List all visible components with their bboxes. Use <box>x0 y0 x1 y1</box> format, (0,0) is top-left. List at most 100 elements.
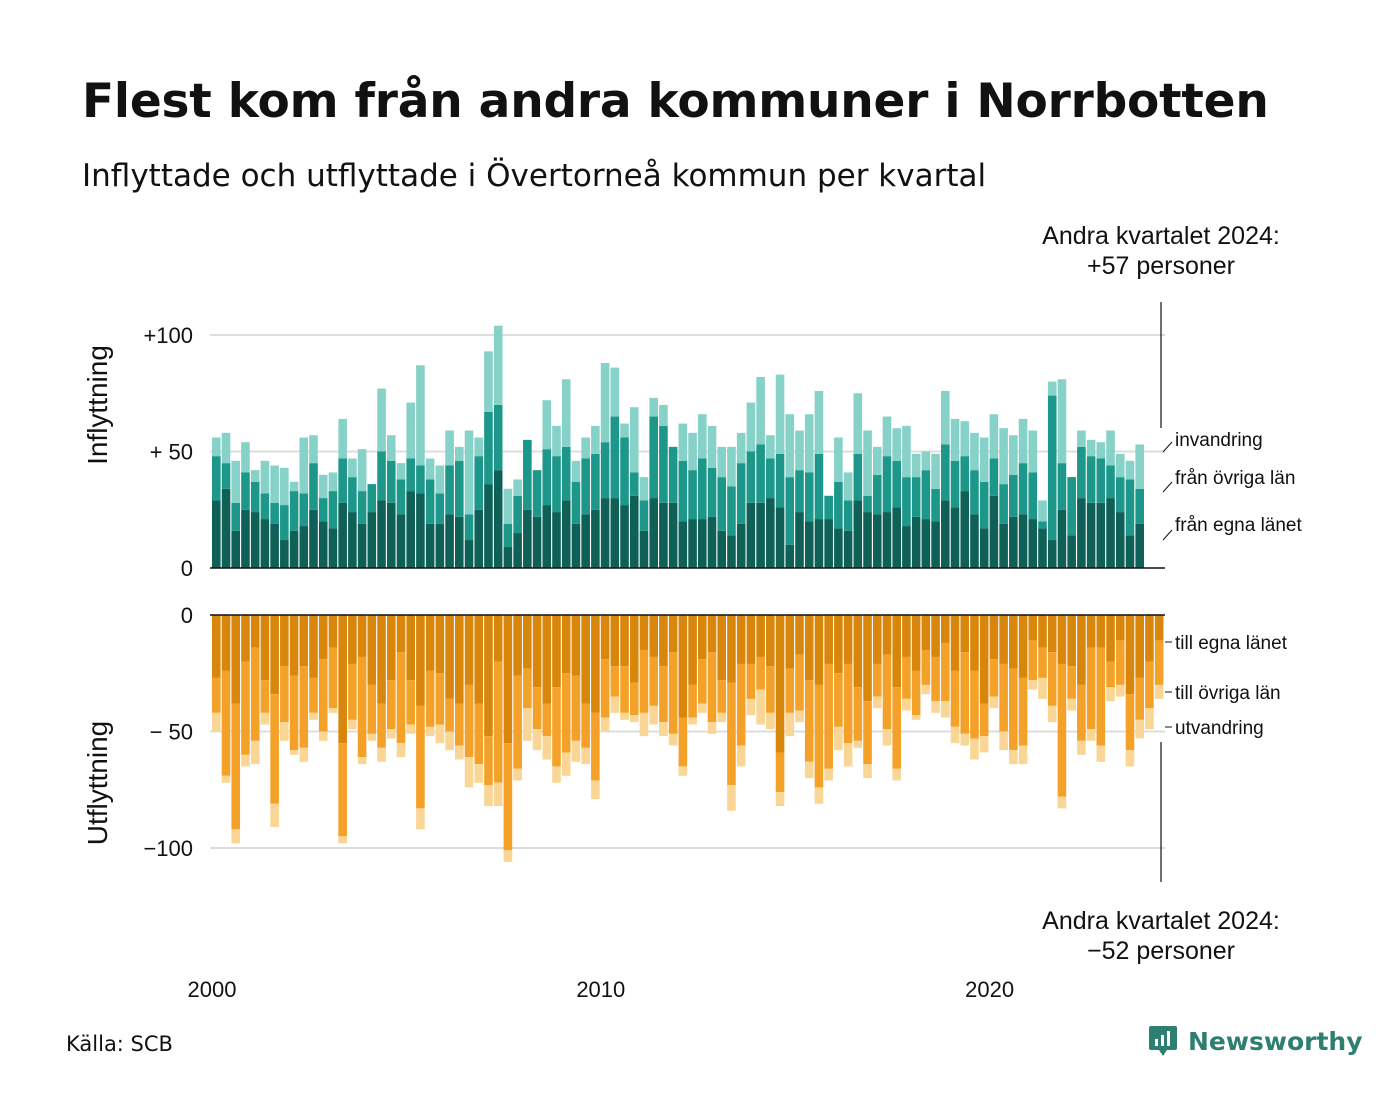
in-bar-segment <box>231 460 241 503</box>
out-bar-segment <box>795 654 804 711</box>
out-bar-segment <box>736 615 746 664</box>
in-bar-segment <box>941 390 950 445</box>
label-tick-fran-ovriga <box>1162 481 1173 493</box>
out-bar-segment <box>950 615 960 671</box>
out-bar-segment <box>513 615 522 676</box>
out-bar-segment <box>503 743 513 851</box>
out-ytick-label: 0 <box>181 603 193 628</box>
in-bar-segment <box>1096 458 1106 503</box>
out-bar-segment <box>960 733 970 746</box>
out-bar-segment <box>1135 677 1144 720</box>
out-bar-segment <box>668 652 678 734</box>
out-bar-segment <box>804 761 814 779</box>
out-bar-segment <box>1115 684 1125 697</box>
in-bar-segment <box>406 402 415 459</box>
in-bar-segment <box>513 479 522 496</box>
in-bar-segment <box>736 463 746 524</box>
logo-text: Newsworthy <box>1188 1026 1363 1056</box>
in-bar-segment <box>1018 514 1028 568</box>
out-bar-segment <box>571 740 581 762</box>
out-bar-segment <box>1086 615 1096 648</box>
in-bar-segment <box>902 425 911 478</box>
in-bar-segment <box>552 512 561 568</box>
out-bar-segment <box>989 696 999 709</box>
out-bar-segment <box>600 615 610 660</box>
in-bar-segment <box>221 488 231 568</box>
out-bar-segment <box>698 615 707 660</box>
in-bar-segment <box>639 530 649 568</box>
in-bar-segment <box>717 477 727 531</box>
out-bar-segment <box>523 668 532 709</box>
xtick-label: 2000 <box>188 977 237 1002</box>
out-bar-segment <box>931 656 940 702</box>
out-series-label: till övriga län <box>1175 683 1281 704</box>
in-bar-segment <box>357 449 367 492</box>
out-bar-segment <box>756 615 765 657</box>
in-bar-segment <box>1028 430 1038 473</box>
in-bar-segment <box>561 379 571 447</box>
in-bar-segment <box>756 502 765 568</box>
out-bar-segment <box>328 708 338 713</box>
annotation-bottom-line: −52 personer <box>1087 937 1235 965</box>
in-bar-segment <box>1077 430 1086 447</box>
text-layer: +100 + 50 0 0 − 50 −100 Inflyttning Utflyttning… <box>82 222 1302 1002</box>
out-bar-segment <box>814 787 824 804</box>
in-bar-segment <box>348 512 357 568</box>
in-bar-segment <box>212 437 221 457</box>
out-bar-segment <box>931 701 940 713</box>
in-bar-segment <box>970 514 979 568</box>
out-bar-segment <box>1145 661 1154 709</box>
in-bar-segment <box>717 446 727 478</box>
out-bar-segment <box>678 717 688 767</box>
in-bar-segment <box>1106 430 1115 466</box>
out-bar-segment <box>1145 708 1154 730</box>
out-bar-segment <box>523 615 532 669</box>
in-bar-segment <box>532 470 542 517</box>
in-bar-segment <box>756 376 765 445</box>
in-bar-segment <box>775 374 785 454</box>
out-bar-segment <box>756 689 765 725</box>
out-bar-segment <box>1028 640 1038 681</box>
out-bar-segment <box>367 733 377 741</box>
in-bar-segment <box>931 453 940 489</box>
out-bar-segment <box>727 682 736 786</box>
in-bar-segment <box>435 465 445 494</box>
out-bar-segment <box>989 615 999 660</box>
in-bar-segment <box>970 470 979 515</box>
out-bar-segment <box>1038 615 1047 648</box>
out-bar-segment <box>863 701 872 765</box>
out-bar-segment <box>892 768 901 781</box>
in-bar-segment <box>328 528 338 568</box>
in-bar-segment <box>707 467 717 517</box>
out-bar-segment <box>1057 663 1067 797</box>
out-bar-segment <box>1115 615 1125 641</box>
in-bar-segment <box>1047 381 1057 396</box>
out-bar-segment <box>474 615 484 704</box>
out-bar-segment <box>280 666 289 723</box>
in-bar-segment <box>921 519 931 568</box>
out-bar-segment <box>629 715 639 723</box>
in-bar-segment <box>406 491 415 568</box>
in-bar-segment <box>484 351 493 412</box>
in-bar-segment <box>299 437 309 494</box>
in-bar-segment <box>863 495 872 513</box>
in-bar-segment <box>425 458 435 480</box>
in-bar-segment <box>853 393 863 454</box>
out-bar-segment <box>280 722 289 741</box>
out-bar-segment <box>532 729 542 751</box>
out-bar-segment <box>620 666 629 713</box>
out-bar-segment <box>318 659 328 732</box>
in-bar-segment <box>979 437 989 482</box>
in-bar-segment <box>571 481 581 524</box>
in-bar-segment <box>960 421 970 457</box>
out-bar-segment <box>1047 615 1057 653</box>
out-bar-segment <box>474 703 484 765</box>
out-bar-segment <box>911 615 921 671</box>
in-bar-segment <box>231 502 241 531</box>
bars-layer <box>212 325 1164 862</box>
in-bar-segment <box>1057 509 1067 568</box>
in-bar-segment <box>1009 474 1018 517</box>
out-bar-segment <box>999 615 1008 664</box>
out-bar-segment <box>785 668 795 713</box>
out-bar-segment <box>1009 668 1018 751</box>
